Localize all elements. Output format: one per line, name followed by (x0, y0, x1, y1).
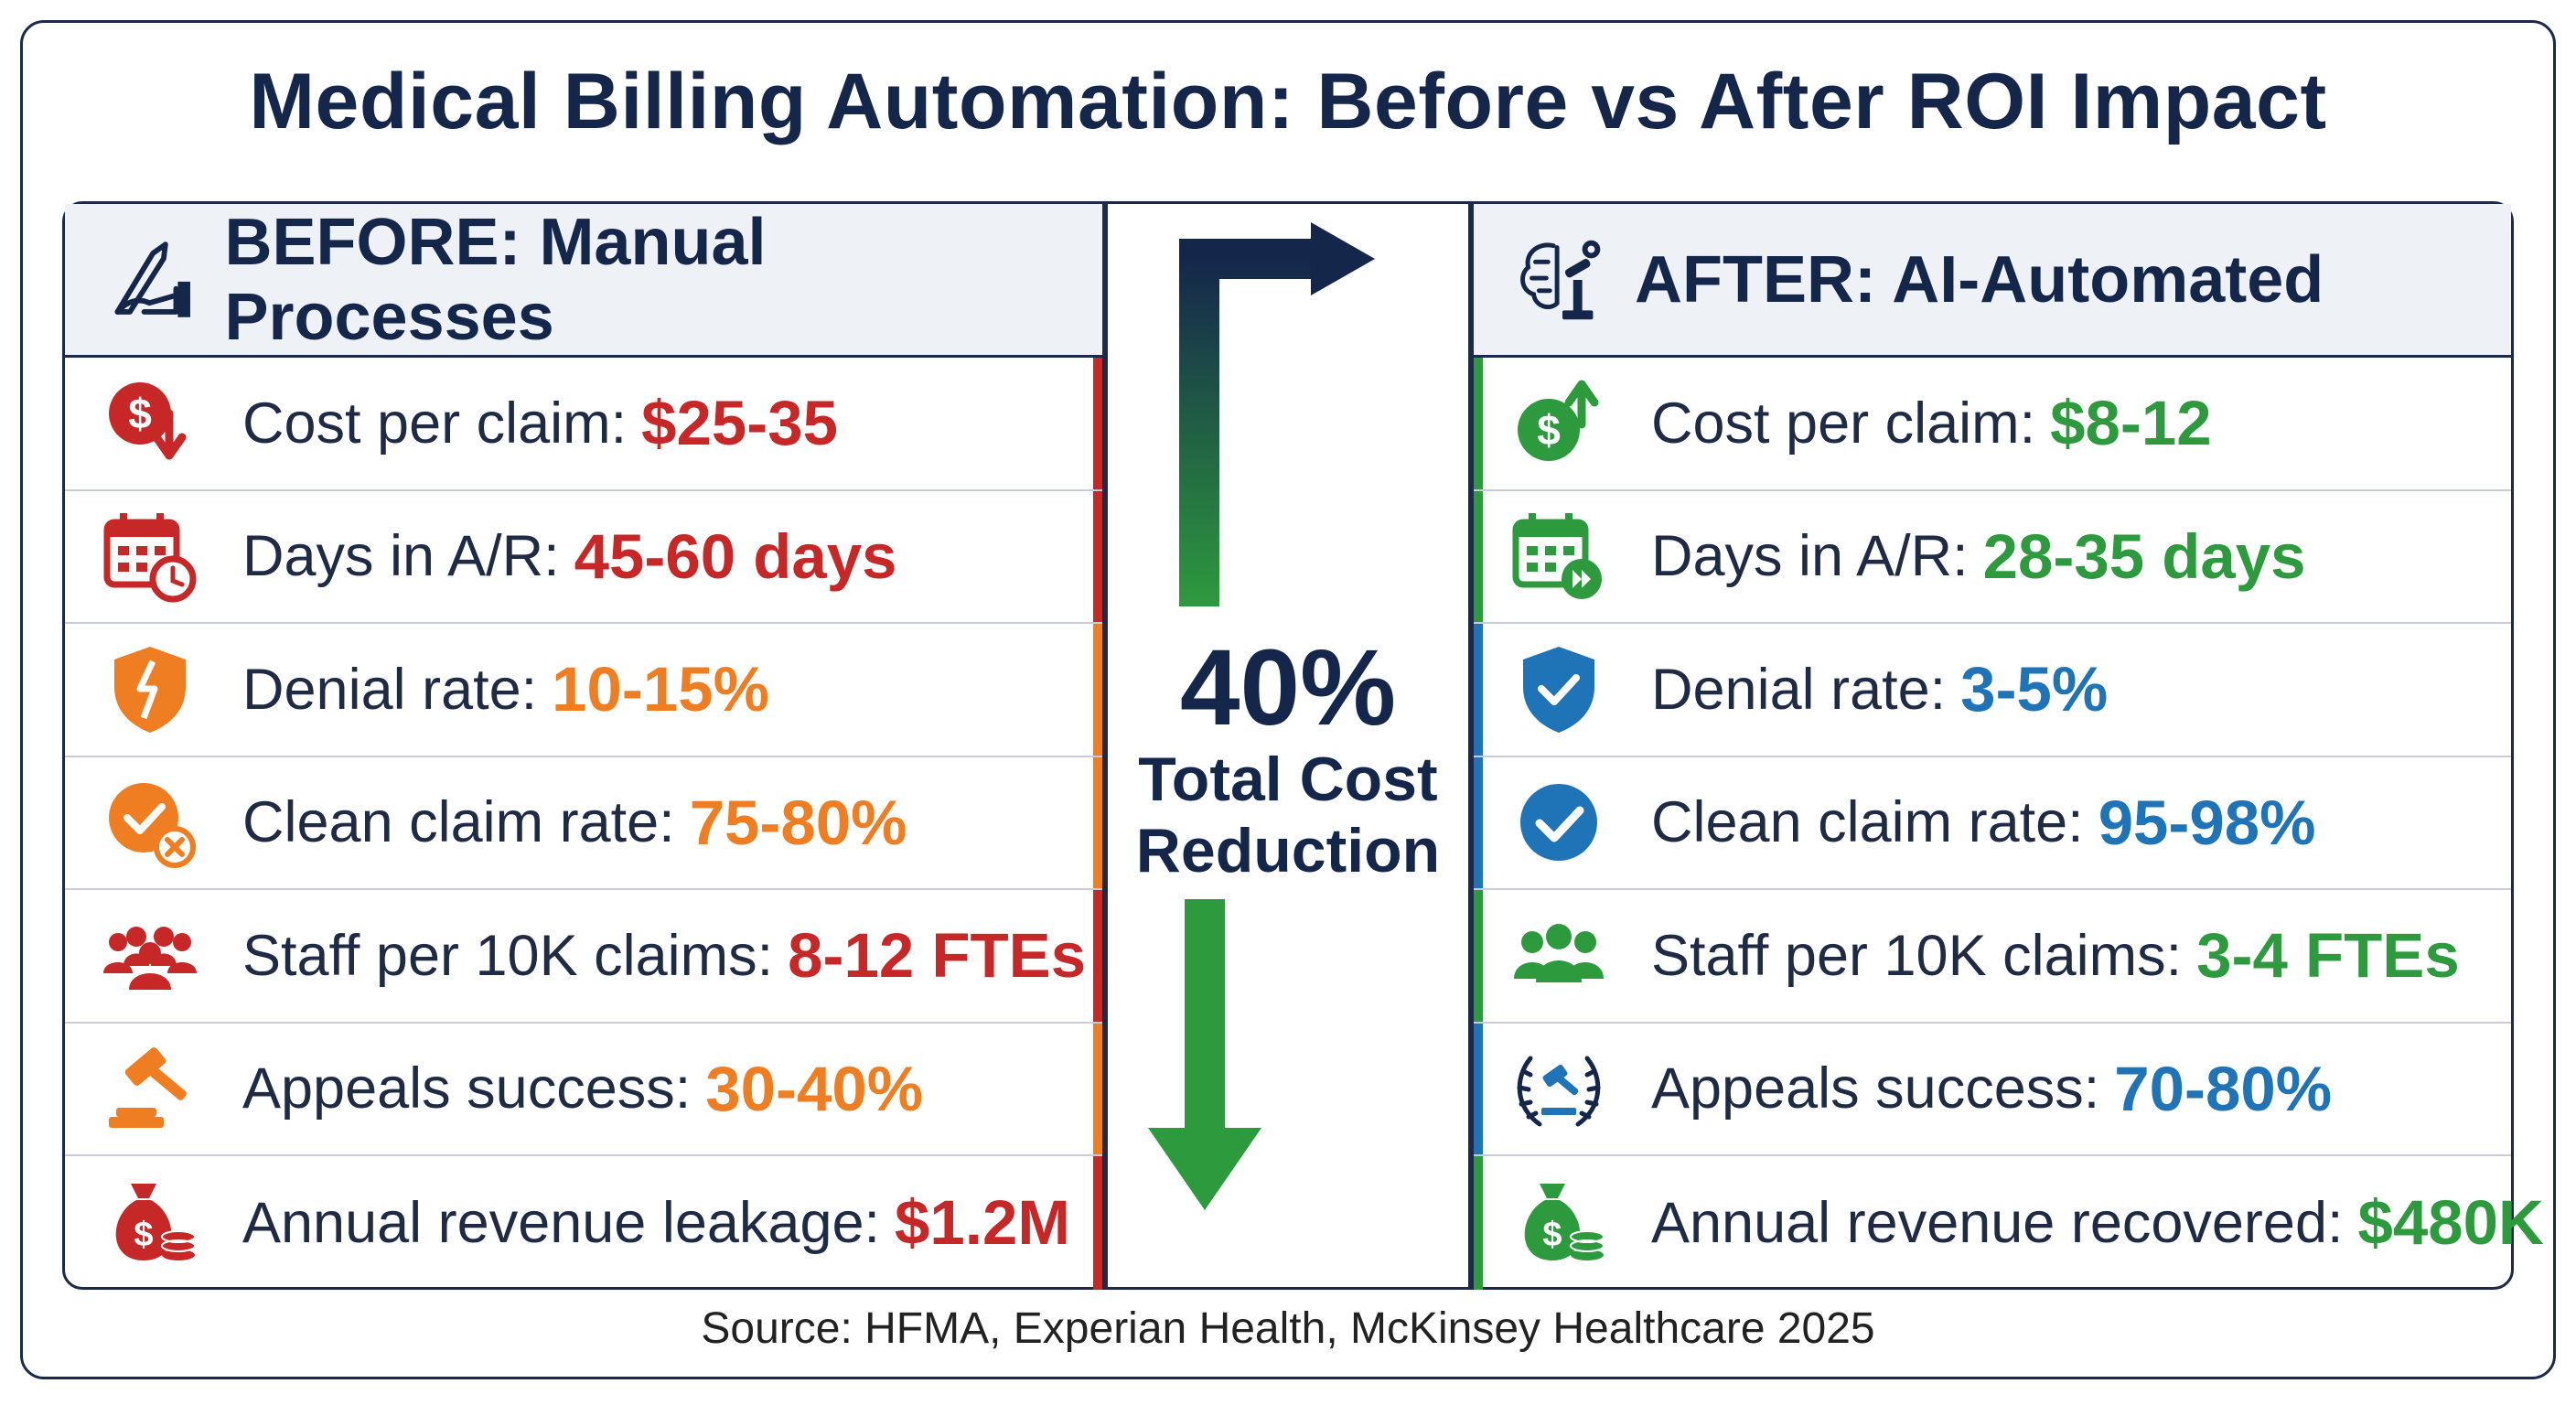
before-row-cost: $ Cost per claim: $25-35 (65, 358, 1102, 491)
svg-text:$: $ (128, 390, 152, 437)
before-row-denial: Denial rate: 10-15% (65, 624, 1102, 757)
after-staff-value: 3-4 FTEs (2196, 920, 2460, 992)
after-panel: AFTER: AI-Automated $ Cost per claim: $8… (1471, 201, 2544, 1290)
after-cost-label: Cost per claim: (1651, 391, 2036, 456)
after-clean-value: 95-98% (2098, 787, 2316, 858)
people-trio-icon (1514, 923, 1604, 982)
dollar-up-icon: $ (1518, 380, 1599, 461)
after-appeals-value: 70-80% (2114, 1053, 2333, 1124)
savings-label: Total Cost Reduction (1108, 744, 1468, 886)
after-denial-label: Denial rate: (1651, 657, 1947, 722)
after-row-recovered: $ Annual revenue recovered: $480K (1474, 1156, 2544, 1290)
before-clean-value: 75-80% (689, 787, 907, 858)
before-leakage-value: $1.2M (895, 1187, 1070, 1259)
direction-arrows (1148, 222, 1375, 1210)
svg-text:$: $ (134, 1216, 153, 1254)
before-days-value: 45-60 days (574, 520, 897, 592)
before-clean-label: Clean claim rate: (242, 790, 675, 855)
after-row-denial: Denial rate: 3-5% (1474, 624, 2511, 757)
after-row-days-ar: Days in A/R: 28-35 days (1474, 490, 2511, 624)
before-staff-value: 8-12 FTEs (788, 920, 1087, 992)
savings-label-line2: Reduction (1135, 816, 1441, 885)
before-row-days-ar: Days in A/R: 45-60 days (65, 490, 1102, 624)
before-days-accent-bar (1093, 490, 1102, 622)
down-arrowhead (1148, 1128, 1261, 1210)
after-days-value: 28-35 days (1982, 520, 2306, 592)
before-cost-accent-bar (1093, 358, 1102, 489)
before-row-staff: Staff per 10K claims: 8-12 FTEs (65, 890, 1102, 1024)
before-denial-accent-bar (1093, 624, 1102, 756)
before-clean-accent-bar (1093, 756, 1102, 888)
savings-percent: 40% (1179, 627, 1397, 748)
money-bag-icon: $ (115, 1183, 196, 1260)
before-appeals-accent-bar (1093, 1023, 1102, 1154)
before-leakage-accent-bar (1093, 1156, 1102, 1290)
after-cost-accent-bar (1474, 358, 1483, 489)
after-clean-accent-bar (1474, 756, 1483, 888)
before-leakage-label: Annual revenue leakage: (242, 1190, 881, 1255)
before-staff-label: Staff per 10K claims: (242, 923, 774, 988)
savings-label-line1: Total Cost (1138, 745, 1438, 814)
up-turn-arrow (1179, 239, 1318, 606)
after-denial-value: 3-5% (1960, 654, 2109, 725)
after-row-cost: $ Cost per claim: $8-12 (1474, 358, 2511, 491)
check-x-circle-icon (109, 783, 196, 869)
before-appeals-value: 30-40% (705, 1053, 924, 1124)
calendar-fast-forward-icon (1512, 513, 1602, 600)
before-heading: BEFORE: Manual Processes (224, 205, 767, 354)
center-summary: 40% Total Cost Reduction (1105, 201, 1471, 1290)
before-appeals-label: Appeals success: (242, 1056, 692, 1121)
after-row-appeals: Appeals success: 70-80% (1474, 1023, 2511, 1156)
after-days-label: Days in A/R: (1651, 524, 1969, 589)
before-days-label: Days in A/R: (242, 524, 560, 589)
before-row-clean: Clean claim rate: 75-80% (65, 756, 1102, 890)
after-denial-accent-bar (1474, 624, 1483, 756)
gavel-icon (109, 1047, 187, 1129)
after-row-clean: Clean claim rate: 95-98% (1474, 756, 2511, 890)
before-denial-value: 10-15% (552, 654, 769, 725)
page-title: Medical Billing Automation: Before vs Af… (249, 58, 2327, 145)
shield-check-icon (1523, 646, 1594, 733)
after-heading: AFTER: AI-Automated (1635, 242, 2324, 316)
dollar-down-icon: $ (109, 381, 187, 460)
broken-shield-icon (114, 646, 186, 733)
before-row-leakage: $ Annual revenue leakage: $1.2M (65, 1156, 1102, 1290)
after-clean-label: Clean claim rate: (1651, 790, 2084, 855)
before-cost-label: Cost per claim: (242, 391, 628, 456)
people-group-icon (103, 926, 197, 990)
before-staff-accent-bar (1093, 890, 1102, 1022)
hand-writing-pen-icon (114, 241, 190, 317)
gavel-laurel-icon (1517, 1056, 1601, 1127)
after-appeals-label: Appeals success: (1651, 1056, 2100, 1121)
after-row-staff: Staff per 10K claims: 3-4 FTEs (1474, 890, 2511, 1024)
source-citation: Source: HFMA, Experian Health, McKinsey … (701, 1304, 1875, 1353)
before-row-appeals: Appeals success: 30-40% (65, 1023, 1102, 1156)
ai-brain-robot-icon (1520, 240, 1601, 319)
after-staff-accent-bar (1474, 890, 1483, 1022)
after-appeals-accent-bar (1474, 1023, 1483, 1154)
svg-text:$: $ (1537, 406, 1561, 454)
after-days-accent-bar (1474, 490, 1483, 622)
after-cost-value: $8-12 (2050, 388, 2212, 459)
after-recovered-label: Annual revenue recovered: (1651, 1190, 2344, 1255)
after-staff-label: Staff per 10K claims: (1651, 923, 2183, 988)
before-cost-value: $25-35 (641, 388, 838, 459)
after-recovered-value: $480K (2357, 1187, 2544, 1259)
before-panel: BEFORE: Manual Processes $ Cost per clai… (62, 201, 1105, 1290)
before-denial-label: Denial rate: (242, 657, 538, 722)
down-arrow-shaft (1185, 899, 1225, 1137)
right-arrowhead (1311, 222, 1375, 295)
calendar-clock-icon (103, 513, 197, 603)
svg-text:$: $ (1542, 1216, 1562, 1254)
after-recovered-accent-bar (1474, 1156, 1483, 1290)
check-circle-icon (1520, 784, 1597, 862)
after-header: AFTER: AI-Automated (1474, 204, 2511, 358)
money-bag-icon: $ (1524, 1183, 1605, 1260)
before-header: BEFORE: Manual Processes (65, 204, 1102, 358)
